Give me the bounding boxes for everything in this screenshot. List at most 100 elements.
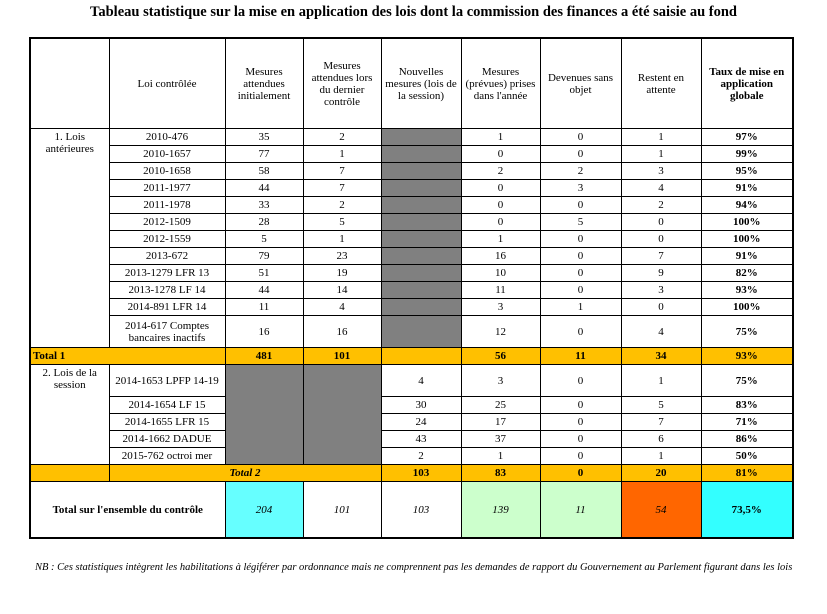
mesures-dernier-value: 5 <box>302 213 382 231</box>
law-name: 2010-1658 <box>108 162 226 180</box>
law-name: 2014-1662 DADUE <box>108 430 226 448</box>
header-taux: Taux de mise en application globale <box>700 37 794 129</box>
mesures-dernier-value: 14 <box>302 281 382 299</box>
restent-value: 1 <box>620 128 702 146</box>
restent-value: 1 <box>620 145 702 163</box>
total-1-attendues: 481 <box>224 347 304 365</box>
table-row: 2015-762 octroi mer 2 1 0 1 50% <box>30 447 794 465</box>
header-mesures-dernier-controle: Mesures attendues lors du dernier contrô… <box>302 37 382 129</box>
mesures-dernier-value: 1 <box>302 230 382 248</box>
nouvelles-value: 4 <box>380 364 462 397</box>
sans-objet-value: 0 <box>539 230 622 248</box>
taux-value: 91% <box>700 247 794 265</box>
mesures-dernier-value: 19 <box>302 264 382 282</box>
empty-grey-cell <box>380 145 462 163</box>
header-mesures-prises: Mesures (prévues) prises dans l'année <box>460 37 541 129</box>
mesures-prises-value: 3 <box>460 364 541 397</box>
grand-total-attendues: 204 <box>224 481 304 539</box>
mesures-dernier-value: 1 <box>302 145 382 163</box>
mesures-prises-value: 0 <box>460 145 541 163</box>
law-name: 2011-1978 <box>108 196 226 214</box>
grand-total-dernier: 101 <box>302 481 382 539</box>
restent-value: 7 <box>620 247 702 265</box>
total-2-nouvelles: 103 <box>380 464 462 482</box>
mesures-dernier-value: 2 <box>302 196 382 214</box>
mesures-attendues-value: 5 <box>224 230 304 248</box>
sans-objet-value: 0 <box>539 128 622 146</box>
empty-grey-cell <box>380 264 462 282</box>
mesures-prises-value: 1 <box>460 128 541 146</box>
mesures-prises-value: 0 <box>460 213 541 231</box>
mesures-attendues-value: 58 <box>224 162 304 180</box>
law-name: 2013-1278 LF 14 <box>108 281 226 299</box>
mesures-attendues-value: 28 <box>224 213 304 231</box>
taux-value: 100% <box>700 298 794 316</box>
empty-grey-cell <box>380 128 462 146</box>
restent-value: 6 <box>620 430 702 448</box>
sans-objet-value: 0 <box>539 413 622 431</box>
law-name: 2012-1509 <box>108 213 226 231</box>
header-group-cell <box>29 37 110 129</box>
sans-objet-value: 0 <box>539 447 622 465</box>
mesures-prises-value: 10 <box>460 264 541 282</box>
taux-value: 100% <box>700 230 794 248</box>
mesures-dernier-value: 2 <box>302 128 382 146</box>
mesures-prises-value: 2 <box>460 162 541 180</box>
mesures-dernier-value: 16 <box>302 315 382 348</box>
taux-value: 91% <box>700 179 794 197</box>
header-row: Loi contrôlée Mesures attendues initiale… <box>29 37 794 129</box>
mesures-attendues-value: 11 <box>224 298 304 316</box>
mesures-attendues-value: 77 <box>224 145 304 163</box>
total-2-sans-objet: 0 <box>539 464 622 482</box>
sans-objet-value: 0 <box>539 247 622 265</box>
empty-grey-cell <box>224 364 304 465</box>
law-name: 2013-672 <box>108 247 226 265</box>
table-row: 2014-617 Comptes bancaires inactifs 16 16 1… <box>30 315 794 348</box>
law-name: 2010-476 <box>108 128 226 146</box>
total-1-label: Total 1 <box>29 347 226 365</box>
taux-value: 75% <box>700 364 794 397</box>
mesures-prises-value: 11 <box>460 281 541 299</box>
mesures-attendues-value: 33 <box>224 196 304 214</box>
empty-grey-cell <box>380 281 462 299</box>
law-name: 2013-1279 LFR 13 <box>108 264 226 282</box>
table-row: 2. Lois de la session 2014-1653 LPFP 14-1… <box>29 364 794 465</box>
table-row: 2010-1657 77 1 0 0 1 99% <box>30 145 794 163</box>
taux-value: 71% <box>700 413 794 431</box>
total-1-prises: 56 <box>460 347 541 365</box>
grand-total-sans-objet: 11 <box>539 481 622 539</box>
total-2-restent: 20 <box>620 464 702 482</box>
empty-grey-cell <box>380 230 462 248</box>
total-2-blank <box>29 464 110 482</box>
mesures-attendues-value: 51 <box>224 264 304 282</box>
restent-value: 1 <box>620 447 702 465</box>
mesures-prises-value: 0 <box>460 196 541 214</box>
mesures-dernier-value: 23 <box>302 247 382 265</box>
mesures-attendues-value: 35 <box>224 128 304 146</box>
law-name: 2014-1655 LFR 15 <box>108 413 226 431</box>
taux-value: 94% <box>700 196 794 214</box>
mesures-prises-value: 16 <box>460 247 541 265</box>
grand-total-prises: 139 <box>460 481 541 539</box>
mesures-prises-value: 25 <box>460 396 541 414</box>
total-1-dernier: 101 <box>302 347 382 365</box>
taux-value: 82% <box>700 264 794 282</box>
taux-value: 50% <box>700 447 794 465</box>
group-label: 2. Lois de la session <box>29 364 110 465</box>
sans-objet-value: 0 <box>539 281 622 299</box>
table-row: 2013-1279 LFR 13 51 19 10 0 9 82% <box>30 264 794 282</box>
nouvelles-value: 2 <box>380 447 462 465</box>
taux-value: 83% <box>700 396 794 414</box>
taux-value: 86% <box>700 430 794 448</box>
nouvelles-value: 24 <box>380 413 462 431</box>
restent-value: 0 <box>620 230 702 248</box>
restent-value: 3 <box>620 162 702 180</box>
law-name: 2015-762 octroi mer <box>108 447 226 465</box>
grand-total-label: Total sur l'ensemble du contrôle <box>29 481 226 539</box>
table-row: 2011-1978 33 2 0 0 2 94% <box>30 196 794 214</box>
law-name: 2014-891 LFR 14 <box>108 298 226 316</box>
mesures-prises-value: 3 <box>460 298 541 316</box>
grand-total-restent: 54 <box>620 481 702 539</box>
page-title: Tableau statistique sur la mise en appli… <box>90 4 737 20</box>
law-name: 2014-617 Comptes bancaires inactifs <box>108 315 226 348</box>
